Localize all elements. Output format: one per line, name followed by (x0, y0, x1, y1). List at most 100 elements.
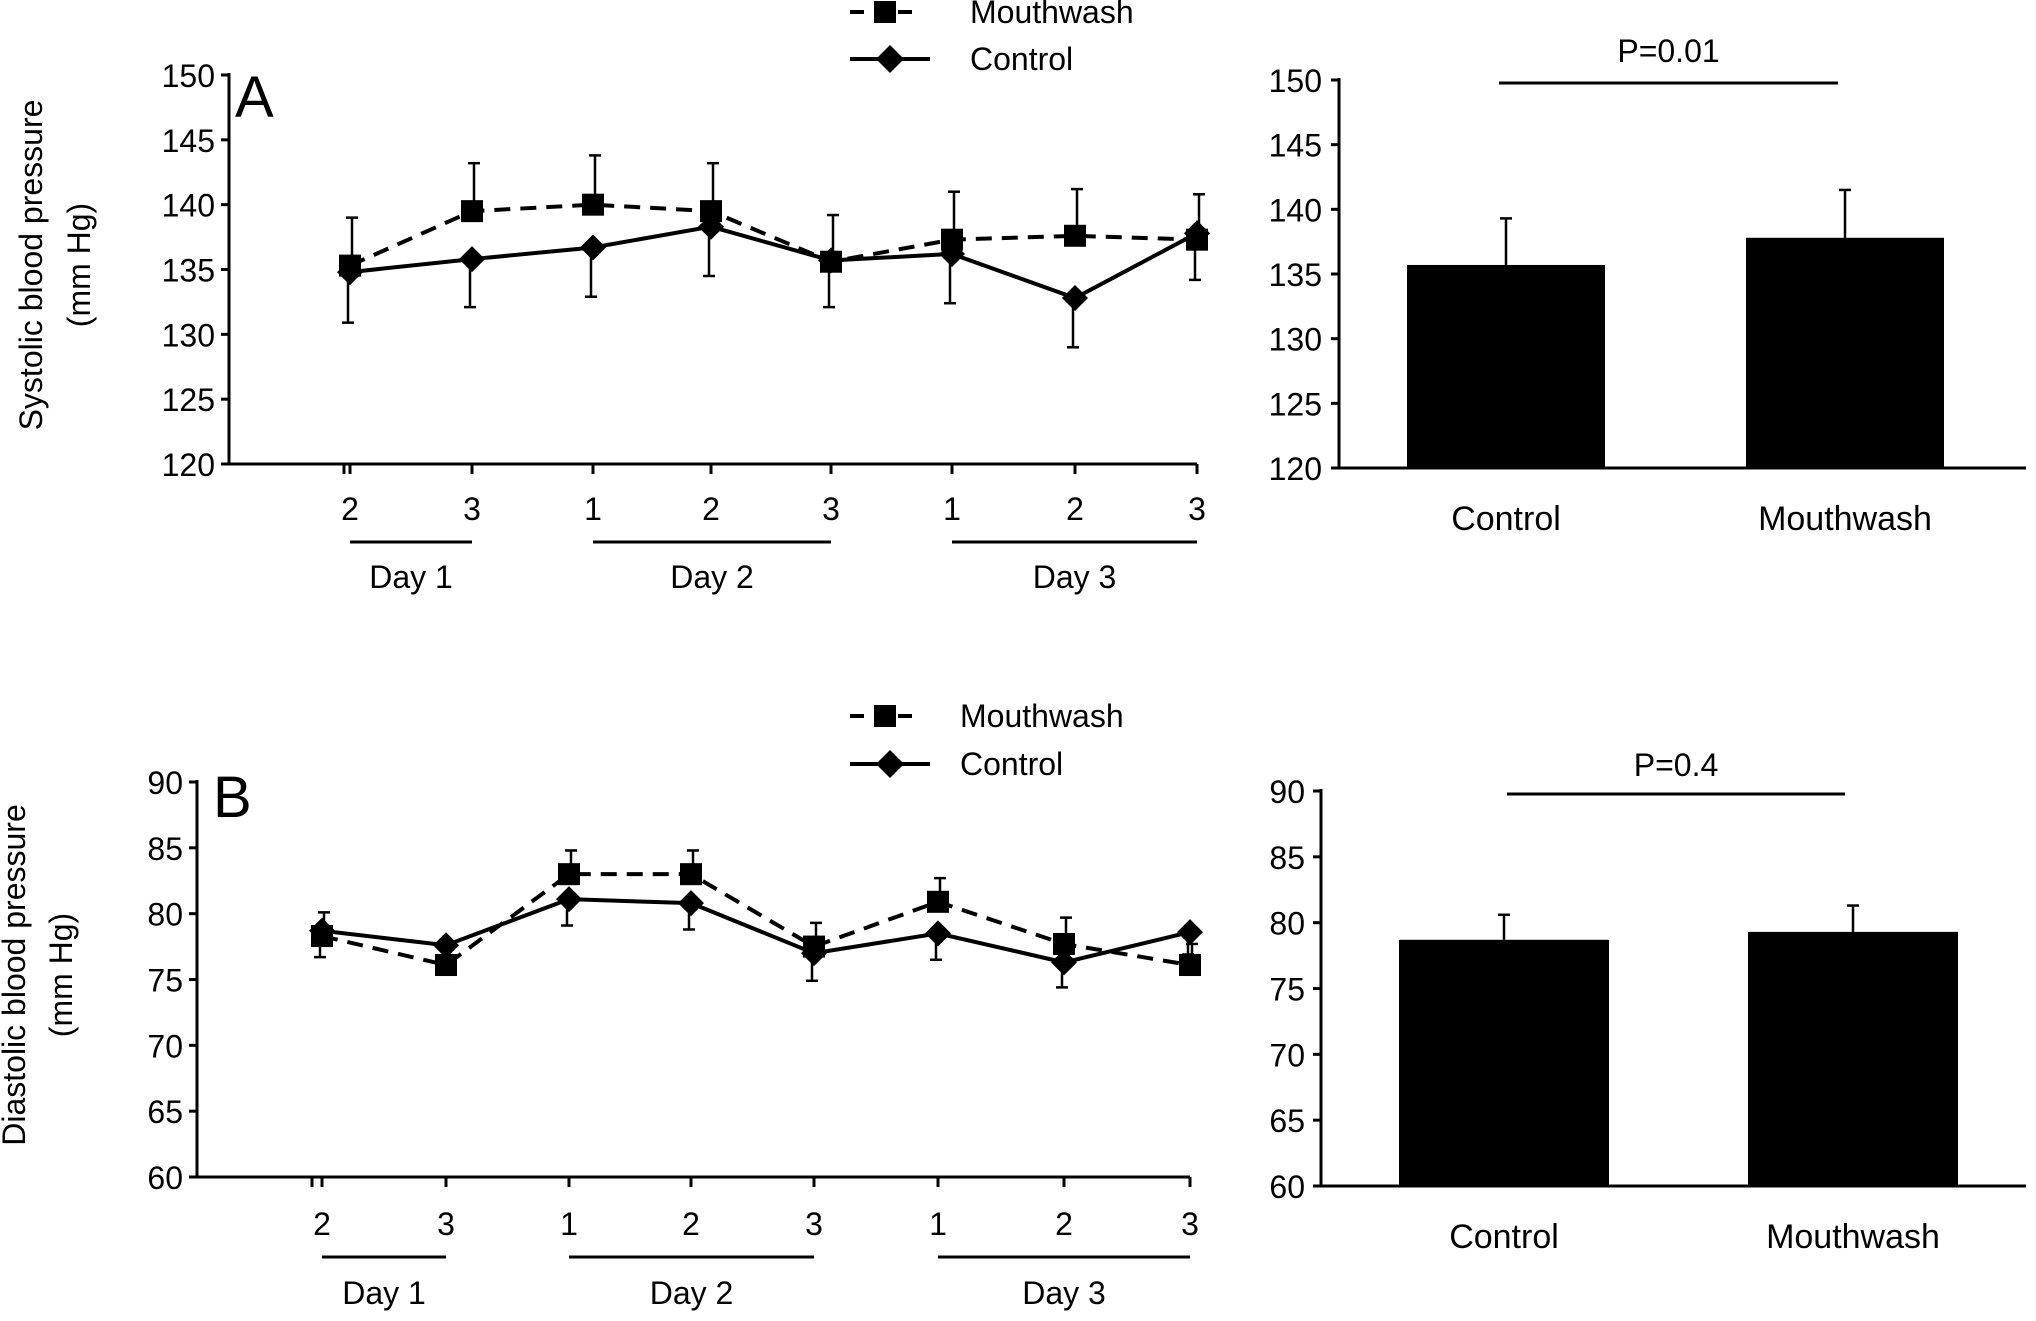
category-label: Control (1449, 1218, 1559, 1256)
y-tick-label: 80 (1269, 906, 1305, 942)
legend-marker-control (876, 45, 904, 73)
y-tick-label: 125 (162, 382, 215, 418)
data-point-mouthwash (461, 200, 483, 223)
data-point-mouthwash (582, 193, 604, 216)
data-point-mouthwash (1053, 932, 1075, 955)
y-tick-label: 120 (162, 447, 215, 483)
bar-mouthwash (1748, 931, 1958, 1186)
data-point-mouthwash (1179, 954, 1201, 977)
data-point-control (1051, 949, 1077, 976)
series-line-mouthwash (321, 872, 1191, 968)
data-point-control (939, 240, 965, 267)
data-point-control (678, 890, 704, 917)
legend-marker-mouthwash (874, 705, 896, 727)
panel-label: A (235, 65, 274, 130)
x-tick-label: 1 (584, 491, 602, 527)
category-label: Mouthwash (1766, 1218, 1940, 1256)
data-point-mouthwash (1064, 224, 1086, 247)
p-value-annotation: P=0.4 (1634, 747, 1719, 783)
data-point-control (580, 234, 606, 261)
y-axis-unit: (mm Hg) (61, 203, 97, 327)
data-point-control (698, 213, 724, 240)
data-point-control (818, 247, 844, 274)
data-point-mouthwash (941, 228, 963, 251)
x-tick-label: 3 (1188, 491, 1206, 527)
y-tick-label: 150 (162, 58, 215, 94)
y-tick-label: 70 (147, 1028, 183, 1064)
bar-control (1399, 939, 1609, 1186)
p-value-annotation: P=0.01 (1617, 33, 1719, 69)
data-point-control (1062, 285, 1088, 312)
data-point-mouthwash (435, 954, 457, 977)
y-tick-label: 125 (1269, 386, 1322, 422)
y-tick-label: 140 (162, 188, 215, 224)
category-label: Control (1451, 500, 1561, 538)
x-tick-label: 2 (702, 491, 720, 527)
data-point-mouthwash (927, 890, 949, 913)
y-tick-label: 90 (1269, 774, 1305, 810)
y-tick-label: 145 (162, 123, 215, 159)
y-tick-label: 120 (1269, 451, 1322, 487)
bar-mouthwash (1746, 237, 1944, 468)
series-line-control (321, 897, 1191, 965)
data-point-control (433, 932, 459, 959)
y-axis-label: Diastolic blood pressure (0, 804, 32, 1146)
data-point-mouthwash (558, 863, 580, 886)
y-tick-label: 75 (1269, 972, 1305, 1008)
y-tick-label: 130 (162, 317, 215, 353)
y-axis-label: Systolic blood pressure (13, 100, 49, 431)
y-tick-label: 135 (1269, 257, 1322, 293)
data-point-control (925, 920, 951, 947)
y-tick-label: 70 (1269, 1037, 1305, 1073)
day-group-label: Day 1 (342, 1275, 426, 1311)
legend-label: Mouthwash (960, 698, 1124, 734)
y-tick-label: 60 (1269, 1169, 1305, 1205)
y-tick-label: 60 (147, 1160, 183, 1196)
day-group-label: Day 2 (670, 559, 754, 595)
y-tick-label: 135 (162, 253, 215, 289)
legend-label: Control (960, 746, 1063, 782)
x-tick-label: 2 (313, 1206, 331, 1242)
y-tick-label: 145 (1269, 128, 1322, 164)
panel-label: B (213, 765, 252, 830)
day-group-label: Day 2 (650, 1275, 734, 1311)
legend-marker-control (876, 750, 904, 778)
series-line-mouthwash (349, 202, 1198, 268)
x-tick-label: 3 (437, 1206, 455, 1242)
y-tick-label: 80 (147, 897, 183, 933)
x-tick-label: 2 (1055, 1206, 1073, 1242)
y-tick-label: 85 (1269, 840, 1305, 876)
y-tick-label: 150 (1269, 63, 1322, 99)
x-tick-label: 1 (929, 1206, 947, 1242)
y-tick-label: 140 (1269, 192, 1322, 228)
y-axis-unit: (mm Hg) (43, 913, 79, 1037)
x-tick-label: 3 (1181, 1206, 1199, 1242)
legend-label: Control (970, 41, 1073, 77)
legend-marker-mouthwash (874, 1, 896, 23)
bar-control (1407, 264, 1605, 468)
data-point-control (1177, 919, 1203, 946)
data-point-control (459, 246, 485, 273)
data-point-control (556, 886, 582, 913)
y-tick-label: 75 (147, 963, 183, 999)
y-tick-label: 90 (147, 765, 183, 801)
day-group-label: Day 3 (1033, 559, 1117, 595)
category-label: Mouthwash (1758, 500, 1932, 538)
day-group-label: Day 1 (369, 559, 453, 595)
y-tick-label: 65 (1269, 1103, 1305, 1139)
data-point-control (801, 940, 827, 967)
x-tick-label: 3 (822, 491, 840, 527)
x-tick-label: 1 (560, 1206, 578, 1242)
x-tick-label: 2 (1066, 491, 1084, 527)
y-tick-label: 85 (147, 831, 183, 867)
x-tick-label: 2 (682, 1206, 700, 1242)
x-tick-label: 2 (341, 491, 359, 527)
legend-label: Mouthwash (970, 0, 1134, 30)
data-point-control (1184, 220, 1210, 247)
x-tick-label: 3 (463, 491, 481, 527)
y-tick-label: 130 (1269, 322, 1322, 358)
data-point-control (337, 259, 363, 286)
data-point-mouthwash (700, 200, 722, 223)
x-tick-label: 3 (805, 1206, 823, 1242)
